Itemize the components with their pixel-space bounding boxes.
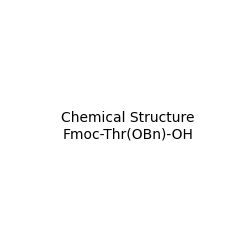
Text: Chemical Structure
Fmoc-Thr(OBn)-OH: Chemical Structure Fmoc-Thr(OBn)-OH bbox=[62, 111, 195, 141]
